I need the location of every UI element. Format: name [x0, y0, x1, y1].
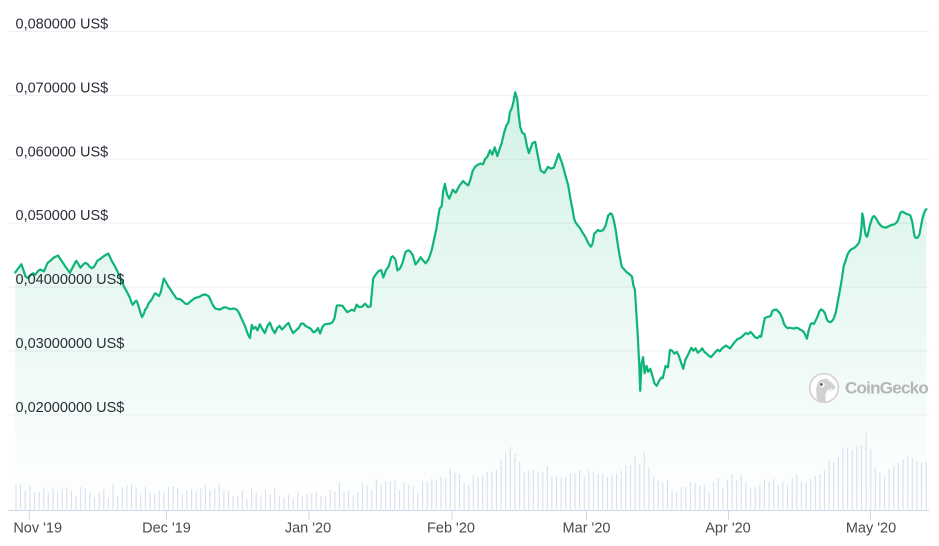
svg-text:0,02000000 US$: 0,02000000 US$	[16, 400, 125, 416]
svg-text:0,03000000 US$: 0,03000000 US$	[16, 336, 125, 352]
svg-text:Dec '19: Dec '19	[142, 521, 191, 537]
svg-text:Jan '20: Jan '20	[285, 521, 331, 537]
svg-text:May '20: May '20	[846, 521, 896, 537]
svg-text:0,04000000 US$: 0,04000000 US$	[16, 272, 125, 288]
svg-text:Nov '19: Nov '19	[13, 521, 62, 537]
svg-text:0,070000 US$: 0,070000 US$	[16, 80, 109, 96]
svg-text:0,080000 US$: 0,080000 US$	[16, 17, 109, 33]
svg-text:Feb '20: Feb '20	[427, 521, 475, 537]
svg-text:0,060000 US$: 0,060000 US$	[16, 144, 109, 160]
svg-text:0,050000 US$: 0,050000 US$	[16, 208, 109, 224]
svg-text:CoinGecko: CoinGecko	[845, 379, 928, 398]
svg-text:Apr '20: Apr '20	[705, 521, 751, 537]
svg-text:Mar '20: Mar '20	[563, 521, 611, 537]
